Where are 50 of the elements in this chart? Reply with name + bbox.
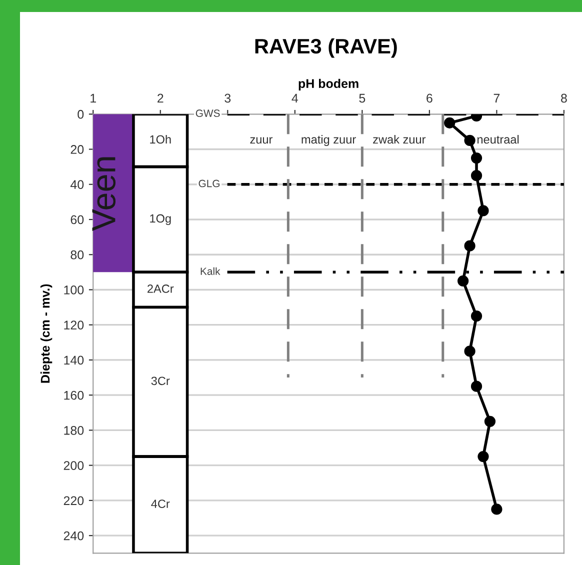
y-tick-label: 120 <box>64 320 84 330</box>
series-label: Veen <box>92 157 116 232</box>
point <box>484 416 496 427</box>
point <box>464 346 476 357</box>
y-tick-label: 200 <box>64 461 84 470</box>
y-tick-label: 0 <box>78 110 84 119</box>
annotation: neutraal <box>477 134 519 144</box>
point <box>464 240 476 252</box>
point <box>470 170 482 182</box>
point <box>478 205 489 216</box>
series-label: 1Og <box>150 214 171 225</box>
annotation: zuur <box>250 137 272 144</box>
annotation: matig zuur <box>302 134 356 146</box>
y-tick-label: 180 <box>64 426 84 435</box>
ref-line-label: Kalk <box>200 267 220 275</box>
point <box>458 275 469 287</box>
point <box>444 117 456 128</box>
series-label: 2ACr <box>148 284 174 293</box>
point <box>464 134 476 146</box>
series-label: 4Cr <box>151 500 170 508</box>
y-axis-title: Diepte (cm - mv.) <box>40 284 52 383</box>
y-tick-label: 240 <box>64 531 84 540</box>
x-tick-label: 7 <box>494 94 500 103</box>
series-label: 3Cr <box>151 376 170 386</box>
annotation: zwak zuur <box>373 134 426 144</box>
point <box>470 380 482 392</box>
chart-title: RAVE3 (RAVE) <box>255 38 397 58</box>
x-tick-label: 5 <box>359 94 366 103</box>
y-tick-label: 220 <box>64 496 84 506</box>
x-axis-title: pH bodem <box>298 78 358 90</box>
x-tick-label: 4 <box>292 94 298 103</box>
x-tick-label: 6 <box>426 94 432 103</box>
y-tick-label: 100 <box>64 286 84 294</box>
x-tick-label: 8 <box>561 94 567 103</box>
x-tick-label: 3 <box>224 94 231 103</box>
y-tick-label: 20 <box>70 145 84 154</box>
y-tick-label: 40 <box>70 180 84 190</box>
point <box>478 451 489 462</box>
point <box>491 504 502 515</box>
y-tick-label: 60 <box>70 215 84 224</box>
x-tick-label: 1 <box>90 94 96 103</box>
y-tick-label: 80 <box>70 250 84 260</box>
ref-line-label: GWS <box>196 110 220 117</box>
y-tick-label: 160 <box>64 390 84 400</box>
series-label: 1Oh <box>150 134 171 144</box>
ref-line-label: GLG <box>198 180 220 188</box>
y-tick-label: 140 <box>64 356 84 365</box>
point <box>470 310 482 322</box>
point <box>470 152 482 164</box>
x-tick-label: 2 <box>158 94 164 103</box>
